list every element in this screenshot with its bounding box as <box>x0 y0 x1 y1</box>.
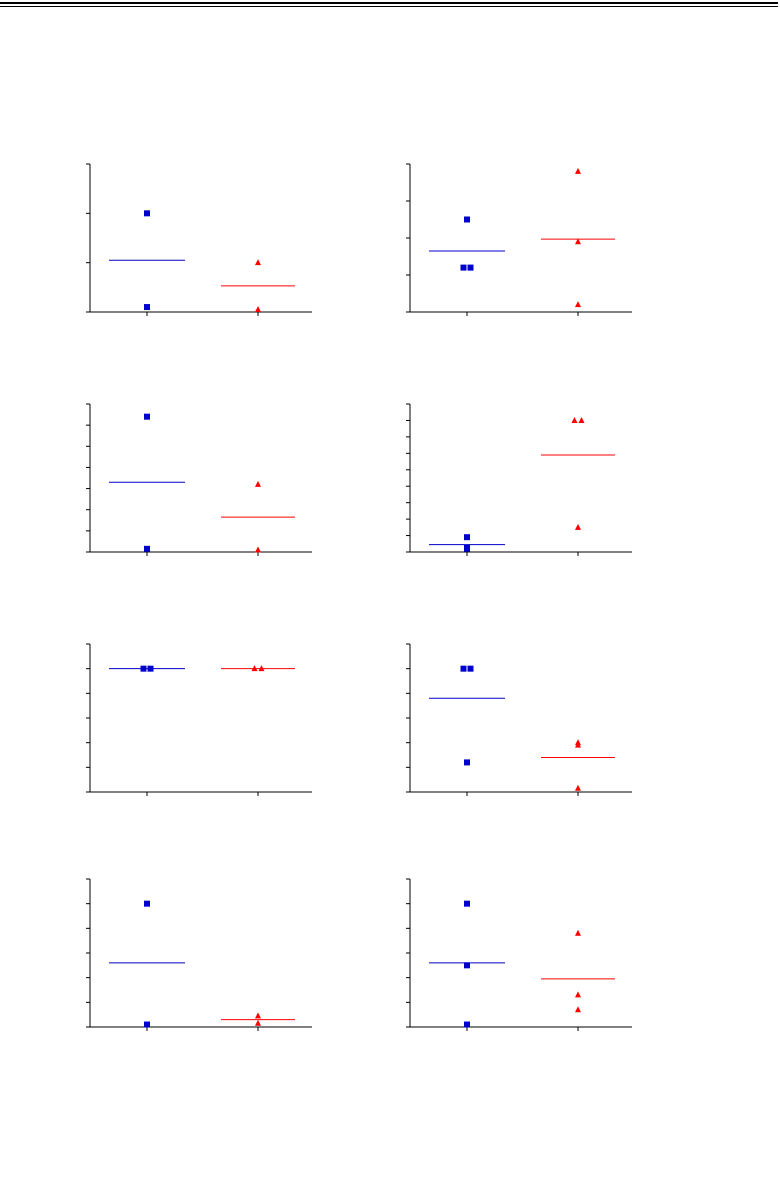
scatter-chart-4 <box>406 403 632 556</box>
header-rule-thick <box>0 2 778 4</box>
point-group-a <box>140 665 147 672</box>
point-group-a <box>464 544 470 551</box>
point-group-b <box>571 416 578 423</box>
scatter-chart-7 <box>86 878 312 1031</box>
point-group-a <box>144 1021 150 1028</box>
point-group-a <box>464 962 470 969</box>
point-group-b <box>255 306 261 313</box>
point-group-b <box>255 1019 261 1026</box>
point-group-a <box>460 264 467 271</box>
point-group-a <box>147 665 154 672</box>
header-rule-thin <box>0 6 778 7</box>
scatter-chart-8 <box>406 878 632 1031</box>
point-group-a <box>464 1021 470 1028</box>
scatter-chart-1 <box>86 163 312 316</box>
point-group-a <box>144 545 150 552</box>
point-group-a <box>144 304 150 311</box>
scatter-chart-6 <box>406 643 632 796</box>
point-group-b <box>255 1012 261 1019</box>
point-group-b <box>575 929 581 936</box>
scatter-chart-3 <box>86 403 312 556</box>
point-group-b <box>258 665 265 672</box>
point-group-b <box>575 238 581 245</box>
point-group-b <box>575 523 581 530</box>
point-group-b <box>255 546 261 553</box>
point-group-b <box>575 784 581 791</box>
point-group-a <box>464 759 470 766</box>
point-group-b <box>251 665 258 672</box>
scatter-chart-5 <box>86 643 312 796</box>
point-group-a <box>467 665 474 672</box>
point-group-b <box>578 416 585 423</box>
point-group-b <box>255 480 261 487</box>
point-group-b <box>575 167 581 174</box>
point-group-b <box>575 301 581 308</box>
point-group-a <box>464 534 470 541</box>
point-group-b <box>255 259 261 266</box>
point-group-b <box>575 741 581 748</box>
point-group-a <box>467 264 474 271</box>
point-group-a <box>144 210 150 217</box>
point-group-b <box>575 991 581 998</box>
point-group-b <box>575 1006 581 1013</box>
point-group-a <box>464 216 470 223</box>
point-group-a <box>464 900 470 907</box>
point-group-a <box>144 413 150 420</box>
scatter-chart-2 <box>406 163 632 316</box>
point-group-a <box>144 900 150 907</box>
point-group-a <box>460 665 467 672</box>
